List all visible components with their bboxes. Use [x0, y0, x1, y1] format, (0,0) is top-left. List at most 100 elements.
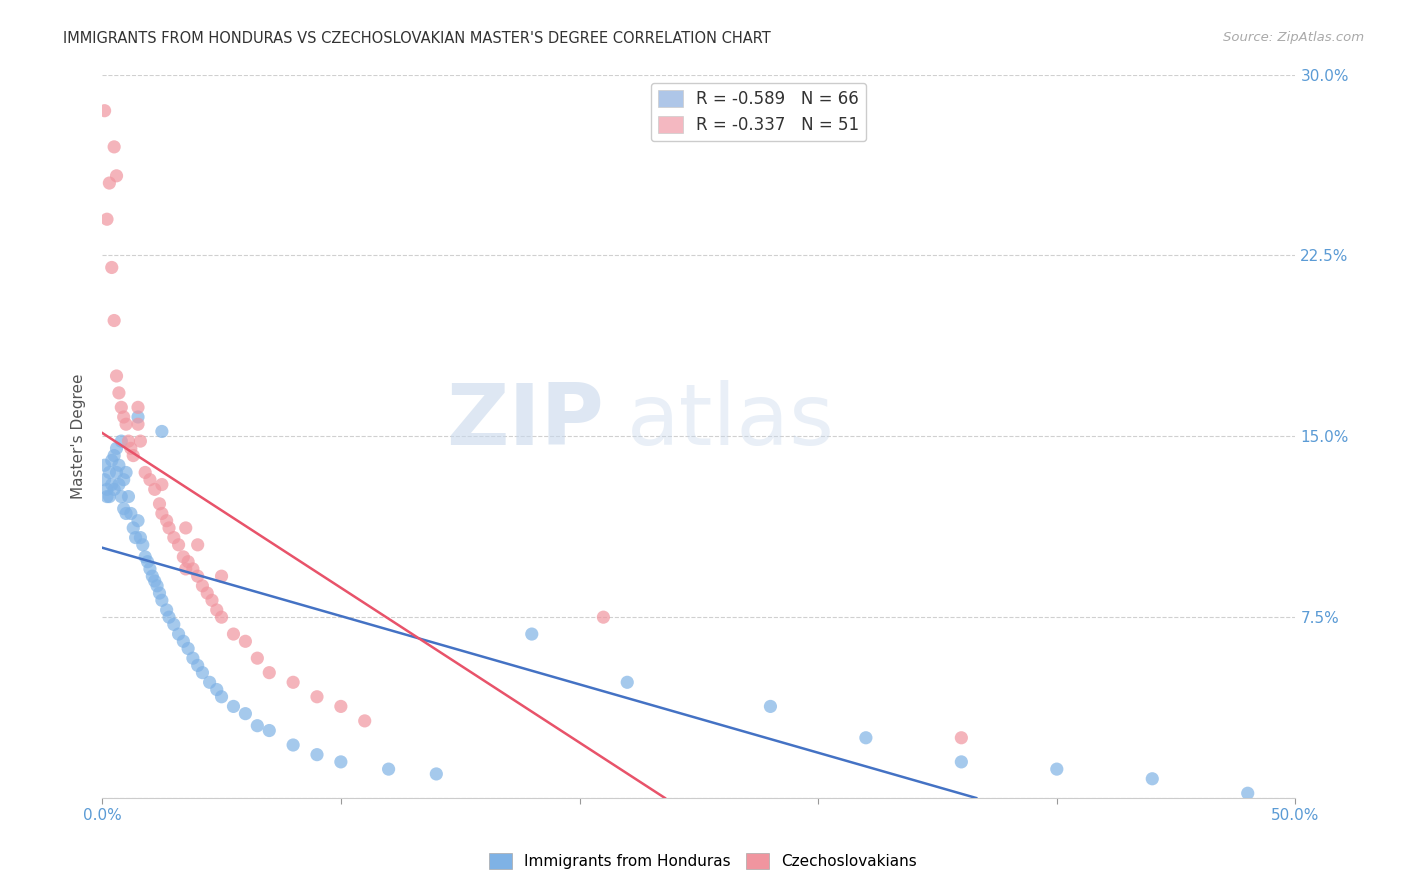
Point — [377, 762, 399, 776]
Point — [205, 603, 228, 617]
Point — [148, 586, 170, 600]
Point — [150, 593, 173, 607]
Point — [120, 507, 142, 521]
Point — [103, 313, 125, 327]
Point — [211, 569, 233, 583]
Point — [105, 466, 128, 480]
Point — [115, 417, 138, 432]
Point — [115, 466, 138, 480]
Point — [103, 483, 125, 497]
Point — [127, 409, 149, 424]
Point — [163, 531, 186, 545]
Point — [222, 627, 245, 641]
Point — [167, 627, 190, 641]
Point — [122, 449, 145, 463]
Point — [134, 549, 156, 564]
Point — [127, 417, 149, 432]
Text: atlas: atlas — [627, 380, 835, 463]
Point — [191, 665, 214, 680]
Point — [103, 140, 125, 154]
Point — [950, 755, 973, 769]
Text: Source: ZipAtlas.com: Source: ZipAtlas.com — [1223, 31, 1364, 45]
Point — [143, 574, 166, 588]
Legend: R = -0.589   N = 66, R = -0.337   N = 51: R = -0.589 N = 66, R = -0.337 N = 51 — [651, 83, 866, 141]
Point — [127, 401, 149, 415]
Point — [281, 675, 304, 690]
Point — [305, 747, 328, 762]
Point — [198, 675, 221, 690]
Point — [148, 497, 170, 511]
Point — [157, 521, 180, 535]
Point — [98, 176, 121, 190]
Point — [136, 555, 159, 569]
Point — [222, 699, 245, 714]
Point — [855, 731, 877, 745]
Point — [181, 562, 204, 576]
Point — [174, 521, 197, 535]
Point — [134, 466, 156, 480]
Point — [120, 442, 142, 456]
Point — [167, 538, 190, 552]
Point — [96, 212, 118, 227]
Point — [246, 651, 269, 665]
Point — [329, 699, 352, 714]
Point — [259, 723, 281, 738]
Point — [281, 738, 304, 752]
Point — [132, 538, 155, 552]
Point — [211, 610, 233, 624]
Point — [127, 514, 149, 528]
Point — [98, 490, 121, 504]
Point — [105, 369, 128, 384]
Point — [235, 706, 257, 721]
Point — [187, 569, 209, 583]
Point — [110, 490, 132, 504]
Point — [139, 562, 162, 576]
Point — [124, 531, 146, 545]
Point — [117, 490, 139, 504]
Point — [246, 719, 269, 733]
Point — [150, 425, 173, 439]
Point — [353, 714, 375, 728]
Point — [112, 501, 135, 516]
Point — [187, 658, 209, 673]
Y-axis label: Master's Degree: Master's Degree — [72, 374, 86, 499]
Point — [195, 586, 218, 600]
Point — [177, 555, 200, 569]
Point — [191, 579, 214, 593]
Point — [98, 466, 121, 480]
Point — [211, 690, 233, 704]
Point — [425, 767, 447, 781]
Point — [156, 514, 179, 528]
Point — [110, 434, 132, 449]
Point — [950, 731, 973, 745]
Point — [146, 579, 169, 593]
Point — [201, 593, 224, 607]
Point — [110, 401, 132, 415]
Point — [329, 755, 352, 769]
Point — [93, 458, 115, 473]
Legend: Immigrants from Honduras, Czechoslovakians: Immigrants from Honduras, Czechoslovakia… — [482, 847, 924, 875]
Point — [1046, 762, 1069, 776]
Point — [122, 521, 145, 535]
Point — [105, 442, 128, 456]
Point — [112, 473, 135, 487]
Point — [93, 103, 115, 118]
Point — [129, 531, 152, 545]
Point — [150, 477, 173, 491]
Point — [592, 610, 614, 624]
Point — [103, 449, 125, 463]
Point — [139, 473, 162, 487]
Point — [305, 690, 328, 704]
Point — [105, 169, 128, 183]
Point — [100, 453, 122, 467]
Point — [187, 538, 209, 552]
Point — [96, 490, 118, 504]
Point — [117, 434, 139, 449]
Point — [235, 634, 257, 648]
Point — [108, 385, 131, 400]
Point — [759, 699, 782, 714]
Point — [177, 641, 200, 656]
Point — [174, 562, 197, 576]
Text: IMMIGRANTS FROM HONDURAS VS CZECHOSLOVAKIAN MASTER'S DEGREE CORRELATION CHART: IMMIGRANTS FROM HONDURAS VS CZECHOSLOVAK… — [63, 31, 770, 46]
Point — [100, 260, 122, 275]
